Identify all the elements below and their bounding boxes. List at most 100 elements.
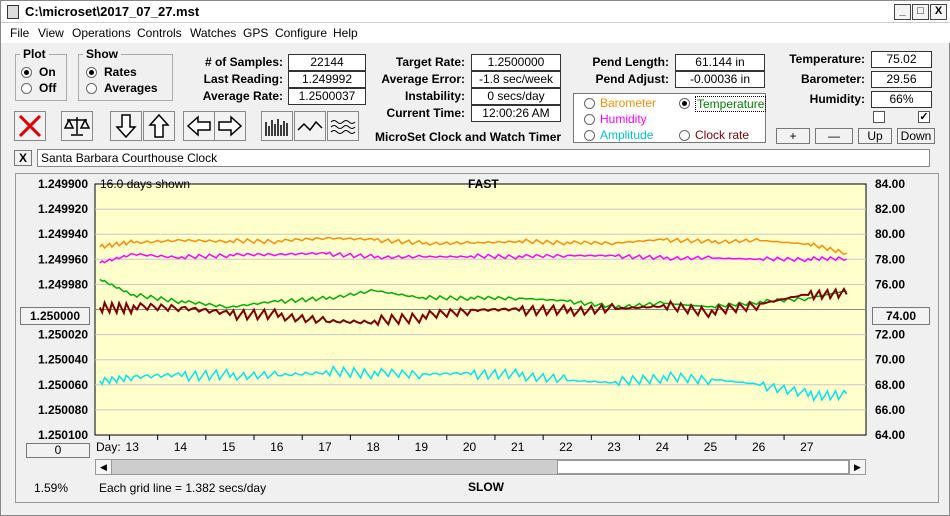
instability-value: 0 secs/day	[471, 88, 561, 105]
scroll-left-icon[interactable]: ◀	[96, 460, 112, 474]
right-y-tick-labels: 84.00 82.00 80.00 78.00 76.00 72.00 70.00 68.00…	[875, 177, 905, 442]
menu-view[interactable]: View	[38, 26, 64, 40]
menu-operations[interactable]: Operations	[72, 26, 131, 40]
aux-down-button[interactable]: Down	[897, 128, 935, 144]
show-group-label: Show	[83, 47, 121, 61]
left-y-tick-label: 1.249900	[38, 177, 88, 191]
aux-checkbox-1[interactable]	[873, 111, 885, 123]
aux-humidity-label[interactable]: Humidity	[600, 112, 647, 126]
scroll-right-icon[interactable]: ▶	[849, 460, 865, 474]
x-tick-label: 15	[222, 440, 236, 454]
aux-amplitude-label[interactable]: Amplitude	[600, 128, 654, 142]
menu-file[interactable]: File	[10, 26, 30, 40]
offset-button[interactable]: 0	[26, 443, 90, 458]
arrow-down-button[interactable]	[110, 111, 142, 141]
x-tick-label: 24	[656, 440, 670, 454]
horizontal-scrollbar[interactable]: ◀ ▶	[95, 459, 866, 475]
center-aux-button[interactable]: 74.00	[872, 307, 930, 325]
menu-help[interactable]: Help	[333, 26, 358, 40]
series-line-barometer	[99, 236, 848, 256]
pend-adjust-value: -0.00036 in	[675, 71, 765, 88]
plot-off-label[interactable]: Off	[39, 81, 57, 95]
grid-lines	[95, 208, 866, 411]
arrow-right-button[interactable]	[214, 111, 246, 141]
instability-label: Instability:	[404, 89, 465, 103]
average-error-value: -1.8 sec/week	[471, 71, 561, 88]
aux-clock-rate-label[interactable]: Clock rate	[695, 128, 750, 142]
plot-off-radio[interactable]	[21, 83, 32, 94]
app-subtitle: MicroSet Clock and Watch Timer	[375, 130, 562, 144]
clear-name-button[interactable]: X	[14, 150, 32, 166]
show-rates-radio[interactable]	[86, 67, 97, 78]
aux-barometer-label[interactable]: Barometer	[600, 96, 657, 110]
last-reading-label: Last Reading:	[203, 72, 283, 86]
arrow-left-icon	[186, 115, 211, 137]
series-line-temperature	[99, 278, 847, 310]
close-button[interactable]: X	[930, 4, 947, 20]
menu-watches[interactable]: Watches	[190, 26, 237, 40]
center-rate-button[interactable]: 1.250000	[20, 307, 90, 325]
right-y-tick-label: 80.00	[875, 227, 905, 241]
balance-scale-icon	[63, 117, 91, 136]
x-tick-label: 27	[800, 440, 814, 454]
menu-gps[interactable]: GPS	[243, 26, 269, 40]
arrow-up-icon	[148, 113, 170, 138]
pend-length-label: Pend Length:	[592, 55, 669, 69]
target-rate-label: Target Rate:	[395, 55, 465, 69]
arrow-up-button[interactable]	[143, 111, 175, 141]
show-rates-label[interactable]: Rates	[104, 65, 137, 79]
aux-barometer-radio[interactable]	[584, 98, 595, 109]
plot-on-radio[interactable]	[21, 67, 32, 78]
menu-controls[interactable]: Controls	[137, 26, 182, 40]
left-y-tick-label: 1.249960	[38, 252, 88, 266]
noise-view-button[interactable]	[327, 111, 359, 141]
left-y-tick-label: 1.249980	[38, 277, 88, 291]
humidity-label: Humidity:	[809, 92, 865, 106]
title-bar: C:\microset\2017_07_27.mst _ □ X	[1, 1, 950, 23]
menu-configure[interactable]: Configure	[275, 26, 328, 40]
plot-on-label[interactable]: On	[39, 65, 56, 79]
series-line-amplitude	[99, 364, 848, 403]
x-tick-label: 16	[270, 440, 284, 454]
right-y-tick-label: 66.00	[875, 403, 905, 417]
humidity-value: 66%	[871, 91, 932, 108]
aux-plus-button[interactable]: +	[776, 128, 810, 144]
average-error-label: Average Error:	[381, 72, 465, 86]
aux-up-button[interactable]: Up	[858, 128, 892, 144]
show-averages-label[interactable]: Averages	[104, 81, 158, 95]
arrow-left-button[interactable]	[183, 111, 215, 141]
balance-button[interactable]	[61, 111, 93, 141]
stop-button[interactable]	[14, 111, 46, 141]
chart-panel: 13 14 15 16 17 18 19 20 21 22 23 24 25 26 27 1.249900 1…	[15, 173, 939, 503]
scroll-track[interactable]	[112, 460, 557, 474]
aux-temperature-radio[interactable]	[679, 98, 690, 109]
scroll-thumb[interactable]	[557, 460, 849, 474]
days-shown-label: 16.0 days shown	[100, 177, 191, 191]
aux-minus-button[interactable]: —	[815, 128, 853, 144]
current-time-label: Current Time:	[386, 106, 465, 120]
line-wave-icon	[297, 120, 323, 132]
temperature-label: Temperature:	[789, 52, 865, 66]
right-y-tick-label: 70.00	[875, 353, 905, 367]
x-tick-label: 18	[366, 440, 380, 454]
barometer-value: 29.56	[871, 71, 932, 88]
right-y-tick-label: 64.00	[875, 428, 905, 442]
maximize-button[interactable]: □	[912, 4, 929, 20]
minimize-button[interactable]: _	[894, 4, 911, 20]
left-y-tick-labels: 1.249900 1.249920 1.249940 1.249960 1.249980…	[38, 177, 88, 442]
x-tick-label: 25	[704, 440, 718, 454]
aux-humidity-radio[interactable]	[584, 114, 595, 125]
aux-clock-rate-radio[interactable]	[679, 130, 690, 141]
show-averages-radio[interactable]	[86, 83, 97, 94]
temperature-value: 75.02	[871, 51, 932, 68]
clock-name-field[interactable]: Santa Barbara Courthouse Clock	[37, 149, 930, 167]
aux-amplitude-radio[interactable]	[584, 130, 595, 141]
right-y-tick-label: 82.00	[875, 202, 905, 216]
line-view-button[interactable]	[294, 111, 326, 141]
aux-checkbox-2[interactable]: ✓	[918, 111, 930, 123]
pend-length-value: 61.144 in	[675, 54, 765, 71]
aux-temperature-label[interactable]: Temperature	[695, 96, 767, 112]
histogram-view-button[interactable]	[261, 111, 293, 141]
left-y-tick-label: 1.250100	[38, 428, 88, 442]
